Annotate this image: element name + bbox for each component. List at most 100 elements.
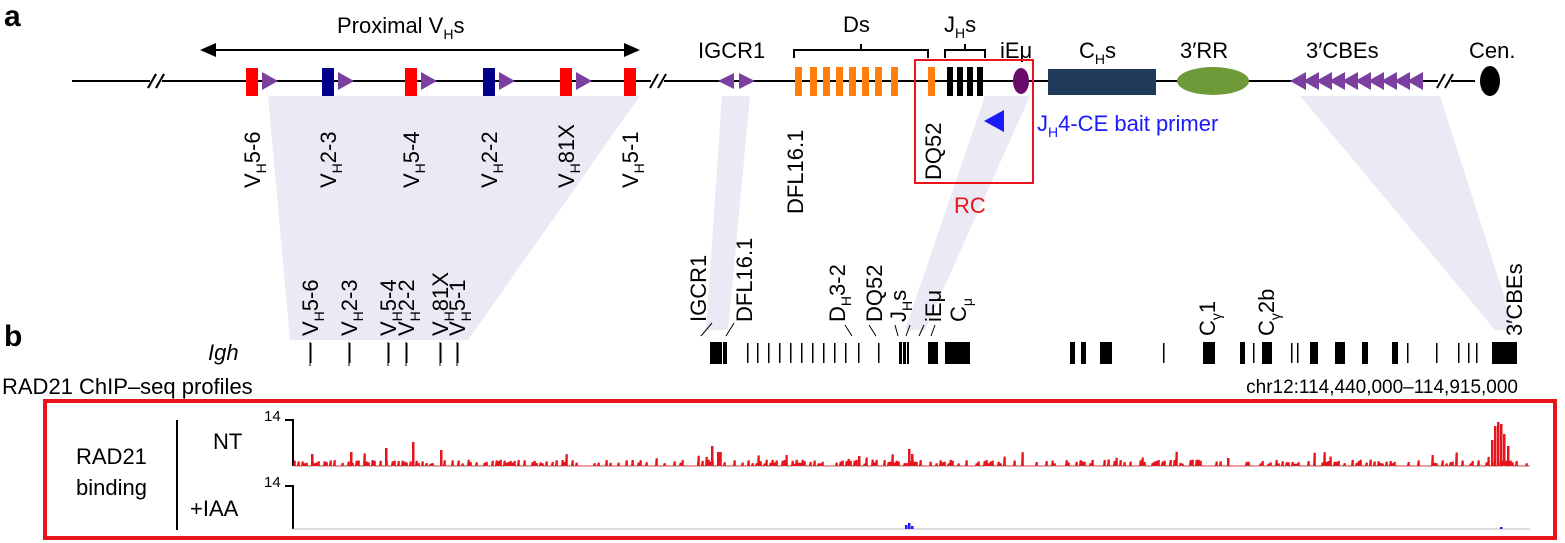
iemu-element: [1013, 68, 1029, 94]
jh-segment: [977, 67, 983, 96]
cbe-triangle: [1329, 72, 1345, 90]
break-mark: [649, 73, 667, 89]
d-segments: [795, 67, 935, 96]
ch-genes-block: [1048, 69, 1156, 95]
igh-gene-block: [1492, 342, 1517, 364]
igh-gene-block: [928, 342, 938, 364]
igh-tick: [1468, 343, 1470, 363]
iaa-peak: [908, 523, 911, 529]
igh-gene-label: Cγ1: [1195, 301, 1224, 336]
igh-gene-label: iEμ: [921, 290, 946, 322]
igh-tick: [457, 343, 459, 363]
igh-tick: [1458, 343, 1460, 363]
shade-region: [1300, 96, 1515, 330]
d-segment: [891, 67, 898, 96]
cbes3-element: [1290, 72, 1423, 90]
nt-peak: [1494, 426, 1497, 466]
vh-gene-label: VH5-6: [240, 131, 269, 188]
dq52-label: DQ52: [921, 123, 946, 180]
igh-tick: [406, 343, 408, 363]
cbe-triangle: [1394, 72, 1410, 90]
cbe-triangle: [1368, 72, 1384, 90]
track-nt-label: NT: [213, 429, 242, 454]
vh-gene-block: [560, 68, 572, 96]
group-label-binding: binding: [76, 475, 147, 500]
igh-tick: [1436, 343, 1438, 363]
rr3-label: 3′RR: [1180, 38, 1228, 63]
nt-peak: [440, 450, 443, 466]
igh-gene-block: [1081, 342, 1086, 364]
track-iaa: +IAA 14: [190, 474, 1530, 530]
rr3-element: [1177, 67, 1249, 95]
locus-line: [72, 73, 1475, 89]
cbe-triangle: [262, 72, 278, 90]
vh-gene-block: [405, 68, 417, 96]
cbe-triangle: [576, 72, 592, 90]
igh-gene-label: DH3-2: [825, 264, 854, 322]
igh-gene-label: VH81X: [428, 272, 457, 336]
bait-primer-label: JH4-CE bait primer: [1037, 111, 1218, 140]
igh-gene-block: [723, 342, 727, 364]
bait-primer-arrow-icon: [984, 110, 1004, 132]
vh-gene-label: VH2-2: [477, 131, 506, 188]
igh-gene-block: [945, 342, 970, 364]
dfl161-label: DFL16.1: [783, 130, 808, 214]
vh-gene-labels: VH5-6 VH2-3 VH5-4 VH2-2 VH81X VH5-1: [240, 124, 647, 188]
d-segment: [928, 67, 935, 96]
igh-tick: [388, 343, 390, 363]
igh-gene-block: [1240, 342, 1245, 364]
arrow-right-icon: [624, 43, 640, 57]
shade-region: [706, 96, 750, 330]
igh-gene-block: [903, 342, 906, 364]
jhs-bracket: [944, 44, 986, 58]
igh-gene-block: [1362, 342, 1368, 364]
igh-gene-label: Cγ2b: [1254, 289, 1283, 336]
ds-label: Ds: [843, 12, 870, 37]
jh-segment: [967, 67, 973, 96]
break-mark: [1436, 73, 1454, 89]
nt-peak: [1500, 424, 1503, 466]
vh-gene-label: VH5-4: [399, 131, 428, 188]
d-segment: [810, 67, 817, 96]
track-nt-ymax: 14: [264, 408, 281, 425]
igh-tick: [878, 343, 880, 363]
igh-label: Igh: [208, 340, 239, 365]
igh-gene-label: DFL16.1: [732, 238, 757, 322]
d-segment: [875, 67, 882, 96]
cbe-triangle: [338, 72, 354, 90]
d-segment: [836, 67, 843, 96]
arrow-left-icon: [200, 43, 216, 57]
d-segment: [849, 67, 856, 96]
igh-gene-label: DQ52: [862, 265, 887, 322]
shade-region: [905, 96, 1030, 330]
cbe-triangle: [499, 72, 515, 90]
igh-tick: [1163, 343, 1165, 363]
d-segment: [795, 67, 802, 96]
igh-tick: [779, 343, 781, 363]
igh-gene-block: [899, 342, 902, 364]
track-title: RAD21 ChIP–seq profiles: [2, 374, 253, 399]
cbes3-label: 3′CBEs: [1306, 38, 1379, 63]
vh-gene-label: VH5-1: [618, 131, 647, 188]
cbe-triangle: [1381, 72, 1397, 90]
igh-gene-block: [1203, 342, 1215, 364]
cbe-triangle: [1407, 72, 1423, 90]
igh-gene-block: [1100, 342, 1112, 364]
igh-gene-label: Cμ: [946, 298, 975, 322]
cbe-triangle: [1303, 72, 1319, 90]
igh-gene-map: [310, 342, 1517, 364]
igh-tick: [1297, 343, 1299, 363]
jhs-label: JHs: [944, 12, 976, 41]
ds-bracket: [793, 44, 929, 58]
cbe-triangle: [1290, 72, 1306, 90]
nt-peak: [911, 454, 914, 466]
chs-label: CHs: [1079, 38, 1116, 67]
igh-tick: [310, 343, 312, 363]
igh-gene-label: JHs: [886, 290, 915, 322]
group-label-rad21: RAD21: [76, 444, 147, 469]
vh-gene-label: VH2-3: [316, 131, 345, 188]
igh-tick: [858, 343, 860, 363]
igh-tick: [1407, 343, 1409, 363]
projection-shading: [268, 96, 1515, 340]
shade-region: [268, 96, 640, 340]
